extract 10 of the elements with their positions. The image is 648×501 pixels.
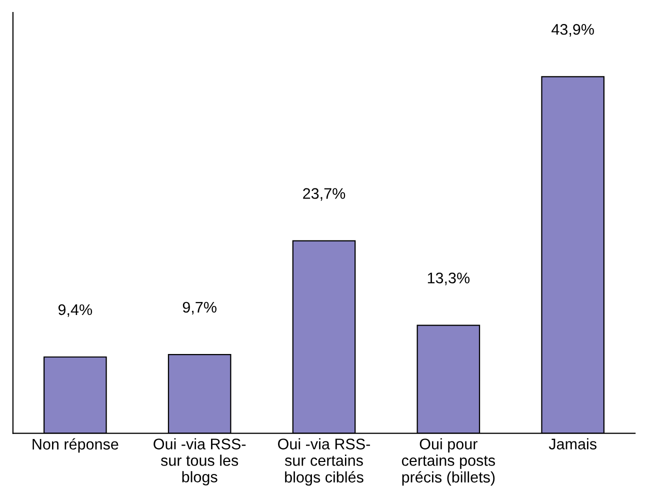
data-label: 9,4% bbox=[58, 304, 92, 317]
x-tick-label: Non réponse bbox=[32, 438, 118, 453]
data-label: 13,3% bbox=[428, 272, 470, 286]
x-tick-label: Oui -via RSS- sur tous les blogs bbox=[154, 438, 246, 486]
data-label: 43,9% bbox=[552, 24, 594, 37]
data-label: 23,7% bbox=[303, 188, 346, 201]
x-tick-label: Oui -via RSS- sur certains blogs ciblés bbox=[278, 438, 370, 486]
data-label: 9,7% bbox=[182, 302, 216, 314]
x-tick-label: Oui pour certains posts précis (billets) bbox=[402, 438, 495, 486]
x-tick-label: Jamais bbox=[548, 438, 596, 450]
